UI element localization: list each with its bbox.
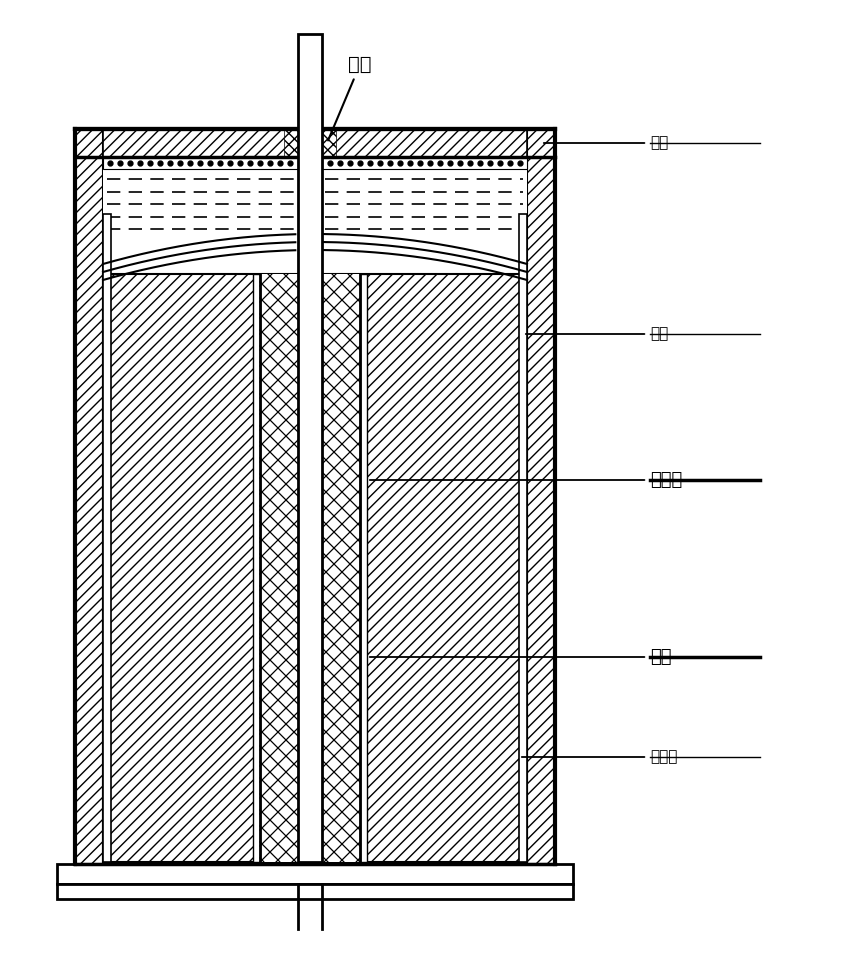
Bar <box>103 214 111 862</box>
Text: 负极: 负极 <box>525 327 668 341</box>
Bar <box>298 34 322 862</box>
Text: 盖组: 盖组 <box>328 55 371 141</box>
Text: 碳正极: 碳正极 <box>370 471 682 489</box>
Bar <box>284 129 298 157</box>
Bar <box>519 214 527 862</box>
Bar <box>103 129 298 157</box>
Text: 电解液: 电解液 <box>522 749 678 765</box>
Text: 隔膜: 隔膜 <box>370 648 672 666</box>
Bar <box>103 169 527 239</box>
Text: 锂壳: 锂壳 <box>544 136 668 150</box>
Bar <box>360 274 367 862</box>
Bar <box>103 129 527 224</box>
Bar <box>75 129 103 864</box>
Bar <box>322 129 527 157</box>
Bar <box>253 274 367 862</box>
Bar <box>57 884 573 899</box>
Bar <box>103 274 527 862</box>
Bar <box>57 864 573 884</box>
Bar <box>527 129 555 864</box>
Bar <box>103 157 527 169</box>
Bar <box>322 129 336 157</box>
Bar <box>253 274 260 862</box>
